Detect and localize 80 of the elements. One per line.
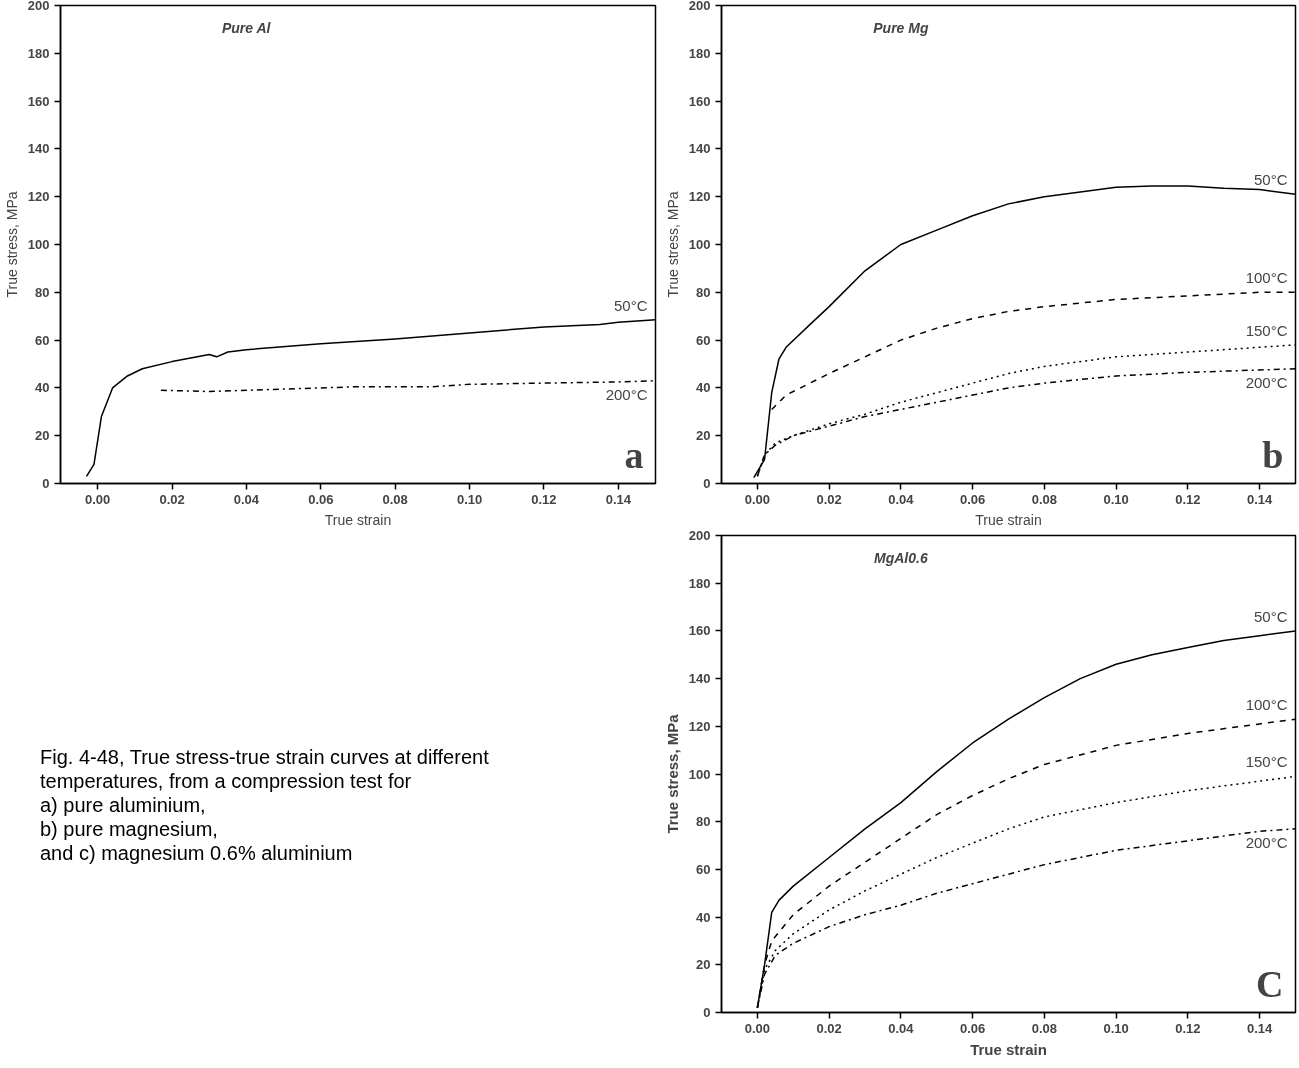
y-tick-label: 60 bbox=[696, 332, 711, 348]
series-label: 50°C bbox=[1253, 607, 1288, 625]
x-tick-label: 0.08 bbox=[1031, 491, 1058, 507]
series-label: 200°C bbox=[1245, 833, 1288, 851]
y-tick-label: 120 bbox=[688, 718, 711, 734]
y-tick-label: 120 bbox=[27, 189, 50, 205]
y-tick-label: 80 bbox=[35, 284, 50, 300]
annotation: b bbox=[1262, 433, 1284, 476]
text: MgAl0.6 bbox=[874, 549, 928, 566]
y-tick-label: 100 bbox=[688, 237, 711, 252]
y-tick-label: 200 bbox=[688, 528, 711, 543]
annotation: C bbox=[1256, 962, 1284, 1005]
y-tick-label: 200 bbox=[688, 0, 711, 13]
y-tick-label: 60 bbox=[35, 332, 50, 348]
annotation: a bbox=[624, 433, 644, 476]
y-tick-label: 40 bbox=[696, 380, 711, 396]
series-label: 200°C bbox=[1245, 373, 1288, 391]
x-axis-title: True strain bbox=[324, 511, 392, 528]
x-tick-label: 0.00 bbox=[744, 1020, 771, 1036]
x-tick-label: 0.06 bbox=[959, 491, 986, 507]
x-tick-label: 0.02 bbox=[816, 1020, 842, 1036]
x-tick-label: 0.02 bbox=[159, 491, 185, 507]
y-tick-label: 40 bbox=[696, 909, 711, 925]
series-label: 100°C bbox=[1245, 696, 1288, 714]
y-tick-label: 160 bbox=[688, 623, 711, 639]
y-tick-label: 160 bbox=[688, 93, 711, 109]
x-tick-label: 0.14 bbox=[605, 491, 632, 507]
caption: Fig. 4-48, True stress-true strain curves at different temperatures, from a compression test for a) pure aluminium, b) pure magnesium, and c) magnesium 0.6% aluminium bbox=[40, 745, 490, 865]
x-tick-label: 0.06 bbox=[308, 491, 334, 507]
x-tick-label: 0.04 bbox=[888, 1020, 915, 1036]
x-tick-label: 0.08 bbox=[382, 491, 408, 507]
x-tick-label: 0.00 bbox=[85, 491, 111, 507]
y-tick-label: 20 bbox=[35, 428, 50, 444]
x-tick-label: 0.14 bbox=[1246, 491, 1274, 507]
series-label: 150°C bbox=[1245, 321, 1288, 339]
text: Pure Mg bbox=[873, 19, 929, 36]
y-tick-label: 120 bbox=[688, 189, 711, 205]
y-tick-label: 180 bbox=[27, 45, 50, 61]
series-label: 200°C bbox=[605, 385, 648, 403]
series-label: 100°C bbox=[1245, 269, 1288, 287]
y-tick-label: 180 bbox=[688, 575, 711, 591]
x-tick-label: 0.12 bbox=[1175, 491, 1201, 507]
y-tick-label: 140 bbox=[27, 141, 50, 157]
y-tick-label: 0 bbox=[703, 1005, 711, 1020]
y-tick-label: 180 bbox=[688, 45, 711, 61]
series-label: 50°C bbox=[613, 296, 648, 314]
y-tick-label: 20 bbox=[696, 428, 711, 444]
x-tick-label: 0.06 bbox=[959, 1020, 986, 1036]
x-axis-title: True strain bbox=[970, 1040, 1047, 1058]
x-tick-label: 0.10 bbox=[1103, 491, 1129, 507]
y-tick-label: 200 bbox=[27, 0, 50, 13]
x-tick-label: 0.04 bbox=[888, 491, 915, 507]
y-tick-label: 80 bbox=[696, 284, 711, 300]
x-tick-label: 0.00 bbox=[744, 491, 771, 507]
x-tick-label: 0.10 bbox=[1103, 1020, 1129, 1036]
series-label: 150°C bbox=[1245, 753, 1288, 771]
y-tick-label: 140 bbox=[688, 141, 711, 157]
text: Pure Al bbox=[221, 19, 272, 36]
y-tick-label: 80 bbox=[696, 814, 711, 830]
x-axis-title: True strain bbox=[975, 511, 1042, 528]
x-tick-label: 0.14 bbox=[1246, 1020, 1274, 1036]
x-tick-label: 0.12 bbox=[1175, 1020, 1201, 1036]
y-axis-title: True stress, MPa bbox=[664, 191, 681, 298]
y-tick-label: 100 bbox=[27, 237, 50, 252]
x-tick-label: 0.04 bbox=[233, 491, 260, 507]
y-tick-label: 60 bbox=[696, 861, 711, 877]
y-tick-label: 0 bbox=[703, 476, 711, 491]
x-tick-label: 0.10 bbox=[456, 491, 483, 507]
y-tick-label: 100 bbox=[688, 766, 711, 782]
y-axis-title: True stress, MPa bbox=[3, 191, 20, 298]
x-tick-label: 0.12 bbox=[531, 491, 557, 507]
y-axis-title: True stress, MPa bbox=[663, 713, 681, 834]
series-label: 50°C bbox=[1253, 171, 1288, 189]
x-tick-label: 0.02 bbox=[816, 491, 842, 507]
y-tick-label: 160 bbox=[27, 93, 50, 109]
y-tick-label: 20 bbox=[696, 957, 711, 973]
y-tick-label: 40 bbox=[35, 380, 50, 396]
y-tick-label: 140 bbox=[688, 671, 711, 687]
y-tick-label: 0 bbox=[42, 476, 50, 491]
x-tick-label: 0.08 bbox=[1031, 1020, 1058, 1036]
